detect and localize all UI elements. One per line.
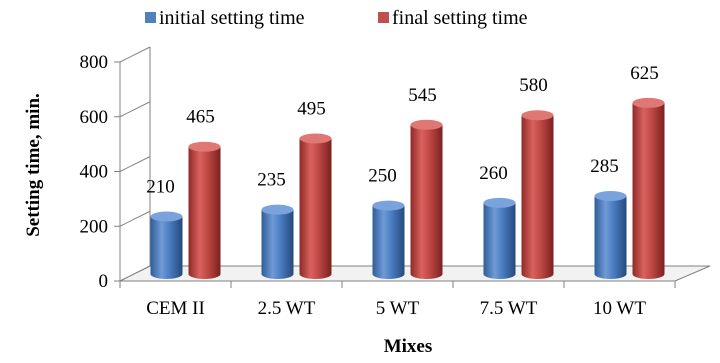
- y-tick-depth-line: [119, 265, 151, 282]
- data-label: 260: [479, 163, 508, 184]
- y-tick-label: 200: [80, 216, 109, 237]
- legend-label-initial: initial setting time: [159, 7, 305, 29]
- bar-initial-2: [372, 200, 405, 279]
- bar-initial-3: [483, 197, 516, 279]
- bar-initial-0: [150, 211, 183, 279]
- bar-final-3: [521, 110, 554, 279]
- data-label: 625: [630, 63, 659, 84]
- bar-final-0: [188, 141, 221, 279]
- y-axis-title: Setting time, min.: [23, 93, 44, 237]
- data-label: 235: [257, 170, 286, 191]
- bar-initial-4: [594, 190, 627, 279]
- y-tick-depth-line: [119, 156, 151, 172]
- data-label: 250: [368, 166, 397, 187]
- legend-swatch-initial: [145, 12, 156, 23]
- x-tick-label: 7.5 WT: [480, 298, 538, 319]
- legend-label-final: final setting time: [392, 7, 528, 29]
- bar-initial-1: [261, 204, 294, 279]
- y-tick-depth-line: [119, 101, 151, 118]
- y-tick-label: 0: [99, 271, 109, 292]
- data-label: 580: [519, 75, 548, 96]
- y-tick-depth-line: [119, 210, 151, 227]
- plot-area: 0 200 400 600 800 CEM II 210 465 2.5 WT 235 495 5 W…: [80, 46, 711, 319]
- y-tick-depth-line: [119, 46, 151, 63]
- x-tick-label: 2.5 WT: [258, 298, 316, 319]
- y-tick-label: 600: [80, 107, 109, 128]
- x-axis-title: Mixes: [384, 336, 433, 357]
- data-label: 210: [146, 177, 175, 198]
- y-tick-label: 800: [80, 52, 109, 73]
- bar-final-2: [410, 119, 443, 280]
- data-label: 285: [590, 156, 619, 177]
- bar-final-1: [299, 133, 332, 279]
- x-tick-label: CEM II: [146, 298, 205, 319]
- bar-final-4: [632, 97, 665, 279]
- x-tick-label: 5 WT: [376, 298, 420, 319]
- data-label: 465: [186, 107, 215, 128]
- x-tick-label: 10 WT: [593, 298, 646, 319]
- data-label: 545: [408, 85, 437, 106]
- legend: initial setting time final setting time: [145, 7, 528, 29]
- y-tick-label: 400: [80, 162, 109, 183]
- legend-swatch-final: [378, 12, 389, 23]
- data-label: 495: [297, 98, 326, 119]
